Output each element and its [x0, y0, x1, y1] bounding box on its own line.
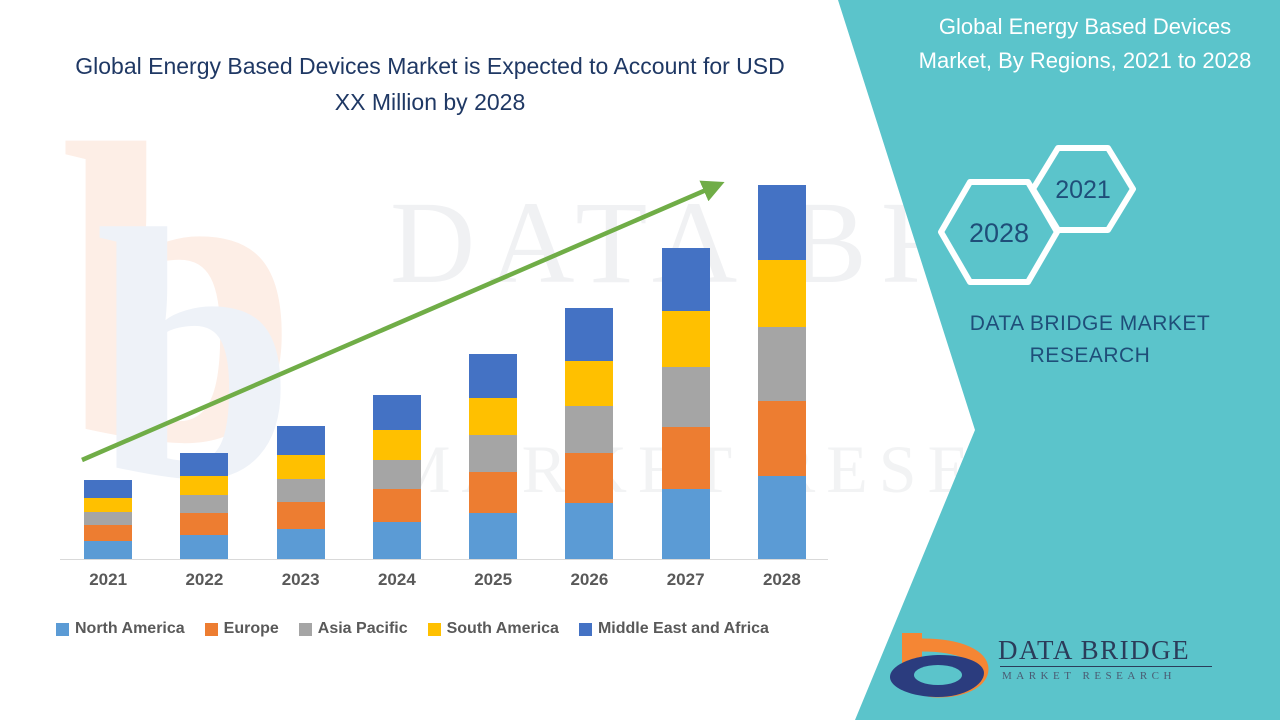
panel-background-shape — [838, 0, 1280, 720]
bar-segment[interactable] — [469, 434, 518, 472]
stacked-bar[interactable] — [180, 452, 229, 559]
bar-segment[interactable] — [565, 452, 614, 503]
chart-title: Global Energy Based Devices Market is Ex… — [75, 53, 785, 115]
bar-segment[interactable] — [84, 524, 133, 541]
bar-segment[interactable] — [180, 475, 229, 495]
hexagon-2021-label: 2021 — [1055, 176, 1111, 204]
x-axis-label: 2022 — [185, 570, 224, 589]
bar-segment[interactable] — [469, 512, 518, 559]
bar-segment[interactable] — [757, 475, 806, 559]
legend-swatch-icon — [298, 622, 312, 636]
stacked-bar[interactable] — [276, 425, 325, 559]
bar-segment[interactable] — [469, 397, 518, 435]
legend-label: South America — [446, 620, 559, 637]
panel-title: Global Energy Based Devices Market, By R… — [918, 14, 1252, 73]
bar-segment[interactable] — [661, 311, 710, 367]
x-axis-label: 2027 — [666, 570, 705, 589]
growth-arrow-icon — [81, 180, 725, 463]
bar-segment[interactable] — [372, 521, 421, 559]
bar-segment[interactable] — [84, 511, 133, 525]
chart-legend: North America Europe Asia Pacific South Ame… — [56, 617, 836, 641]
stacked-bar[interactable] — [84, 479, 133, 559]
logo-wordmark: DATA BRIDGE — [998, 635, 1191, 665]
hexagon-badges: 2021 2028 — [938, 145, 1136, 285]
legend-swatch-icon — [578, 622, 592, 636]
logo: DATA BRIDGE MARKET RESEARCH — [880, 625, 1260, 705]
bar-segment[interactable] — [180, 452, 229, 476]
bar-segment[interactable] — [84, 479, 133, 498]
legend-item[interactable]: Asia Pacific — [298, 620, 408, 638]
bar-segment[interactable] — [757, 260, 806, 328]
bar-segment[interactable] — [565, 360, 614, 406]
legend-swatch-icon — [427, 622, 441, 636]
bar-segment[interactable] — [661, 366, 710, 427]
logo-tagline: MARKET RESEARCH — [1002, 670, 1176, 682]
bar-segment[interactable] — [180, 534, 229, 559]
bar-segment[interactable] — [84, 497, 133, 512]
legend-swatch-icon — [56, 622, 69, 636]
bar-group-2023 — [253, 150, 349, 559]
stacked-bar[interactable] — [469, 354, 518, 559]
bar-segment[interactable] — [757, 400, 806, 476]
bar-segment[interactable] — [84, 540, 133, 559]
bar-segment[interactable] — [565, 405, 614, 453]
bar-segment[interactable] — [372, 394, 421, 430]
bar-segment[interactable] — [757, 327, 806, 401]
stacked-bar[interactable] — [757, 185, 806, 559]
bar-group-2027 — [638, 150, 734, 559]
bar-segment[interactable] — [276, 425, 325, 455]
x-axis-labels: 2021 2022 2023 2024 2025 2026 2027 2028 — [60, 566, 830, 594]
brand-name: DATA BRIDGE MARKET RESEARCH — [969, 312, 1211, 367]
stacked-bar-chart — [60, 150, 830, 559]
legend-item[interactable]: North America — [56, 620, 185, 638]
x-axis-label: 2024 — [377, 570, 416, 589]
x-axis-line — [60, 559, 828, 560]
bar-group-2022 — [156, 150, 252, 559]
x-axis-label: 2026 — [570, 570, 609, 589]
legend-swatch-icon — [204, 622, 218, 636]
bar-segment[interactable] — [565, 502, 614, 559]
bar-segment[interactable] — [372, 459, 421, 489]
bar-segment[interactable] — [276, 501, 325, 529]
bar-segment[interactable] — [372, 429, 421, 460]
bar-segment[interactable] — [661, 248, 710, 312]
stacked-bar[interactable] — [661, 248, 710, 559]
legend-label: Europe — [223, 620, 279, 637]
bar-segment[interactable] — [276, 478, 325, 502]
x-axis-label: 2021 — [89, 570, 128, 589]
bar-group-2024 — [349, 150, 445, 559]
x-axis-label: 2025 — [474, 570, 513, 589]
right-panel: Global Energy Based Devices Market, By R… — [820, 0, 1280, 720]
logo-divider — [1000, 666, 1212, 667]
bar-segment[interactable] — [180, 494, 229, 513]
legend-item[interactable]: South America — [427, 620, 559, 638]
stacked-bar[interactable] — [372, 394, 421, 559]
bar-segment[interactable] — [661, 488, 710, 559]
stacked-bar[interactable] — [565, 308, 614, 559]
x-axis-label: 2028 — [762, 570, 801, 589]
bar-segment[interactable] — [661, 426, 710, 489]
bar-group-2025 — [445, 150, 541, 559]
x-axis-label: 2023 — [281, 570, 320, 589]
bar-group-2028 — [734, 150, 830, 559]
bar-segment[interactable] — [565, 308, 614, 361]
legend-label: Middle East and Africa — [597, 620, 769, 637]
bar-segment[interactable] — [757, 185, 806, 261]
legend-item[interactable]: Middle East and Africa — [578, 620, 769, 638]
bar-segment[interactable] — [276, 528, 325, 559]
legend-label: North America — [75, 620, 185, 637]
bar-segment[interactable] — [276, 454, 325, 479]
bar-segment[interactable] — [469, 471, 518, 513]
legend-item[interactable]: Europe — [204, 620, 279, 638]
bar-group-2021 — [60, 150, 156, 559]
legend-label: Asia Pacific — [317, 620, 408, 637]
hexagon-2028-shape — [938, 179, 1060, 285]
bar-segment[interactable] — [372, 488, 421, 522]
bar-segment[interactable] — [469, 354, 518, 398]
hexagon-2028-label: 2028 — [969, 218, 1029, 248]
bar-group-2026 — [541, 150, 637, 559]
bar-segment[interactable] — [180, 512, 229, 535]
logo-mark-icon — [890, 633, 989, 698]
